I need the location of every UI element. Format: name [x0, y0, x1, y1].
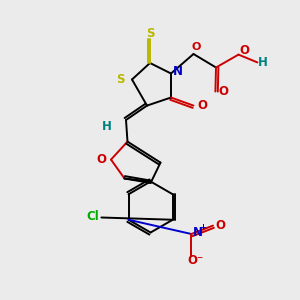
Text: O: O	[197, 99, 207, 112]
Text: O: O	[191, 42, 201, 52]
Text: S: S	[146, 27, 154, 40]
Text: ⁻: ⁻	[196, 254, 202, 268]
Text: S: S	[116, 73, 125, 86]
Text: N: N	[193, 226, 203, 239]
Text: O: O	[216, 219, 226, 232]
Text: Cl: Cl	[87, 209, 99, 223]
Text: O: O	[96, 153, 106, 166]
Text: N: N	[172, 64, 183, 78]
Text: H: H	[258, 56, 268, 69]
Text: +: +	[199, 224, 206, 232]
Text: O: O	[239, 44, 250, 58]
Text: H: H	[102, 119, 111, 133]
Text: O: O	[188, 254, 198, 268]
Text: O: O	[218, 85, 228, 98]
